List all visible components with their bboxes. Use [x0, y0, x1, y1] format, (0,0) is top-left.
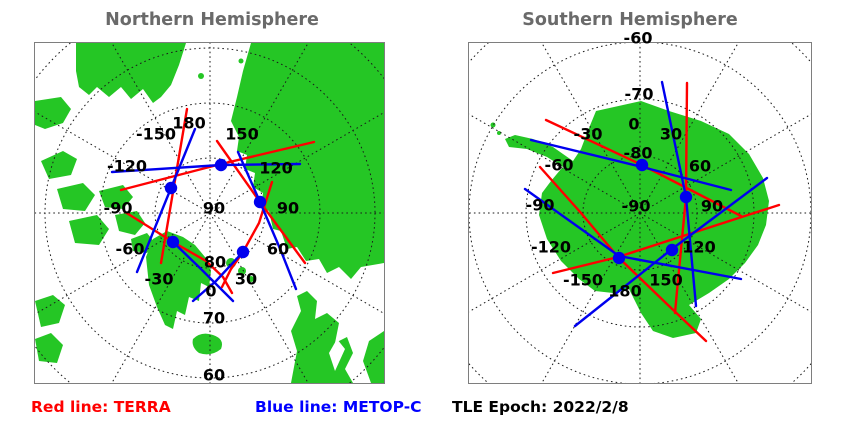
north-grid-labels: 180-150 150 -120 120 -90 90 90 -60 60 -30 30 80 0 70 6… — [104, 114, 300, 385]
svg-text:-90: -90 — [622, 197, 651, 216]
svg-text:30: 30 — [660, 125, 682, 144]
north-metopc-tracks — [110, 127, 302, 303]
svg-text:70: 70 — [203, 309, 225, 328]
south-polar-map: -60 -70 0 30 -30 -80 -60 60 -90 -90 90 -120 120 -150 1… — [468, 29, 812, 384]
svg-text:-120: -120 — [107, 157, 147, 176]
svg-text:90: 90 — [701, 197, 723, 216]
south-svg: -60 -70 0 30 -30 -80 -60 60 -90 -90 90 -120 120 -150 1… — [469, 29, 811, 383]
svg-text:-60: -60 — [116, 240, 145, 259]
svg-text:60: 60 — [267, 240, 289, 259]
svg-text:-80: -80 — [624, 144, 653, 163]
svg-text:30: 30 — [235, 270, 257, 289]
svg-text:0: 0 — [205, 282, 216, 301]
legend-terra: Red line: TERRA — [31, 398, 171, 416]
svg-text:150: 150 — [225, 125, 258, 144]
legend-metopc: Blue line: METOP-C — [255, 398, 422, 416]
north-landmasses — [35, 43, 384, 383]
svg-text:-90: -90 — [104, 199, 133, 218]
south-landmasses — [490, 101, 769, 338]
tle-epoch: TLE Epoch: 2022/2/8 — [452, 398, 629, 416]
north-polar-map: 180 -150 150 -120 120 -90 90 90 -60 60 -30 30 80 0 70 6… — [34, 42, 385, 385]
svg-text:-150: -150 — [563, 271, 603, 290]
svg-text:60: 60 — [689, 157, 711, 176]
north-svg: 180-150 150 -120 120 -90 90 90 -60 60 -30 30 80 0 70 6… — [35, 43, 384, 385]
svg-text:-30: -30 — [145, 270, 174, 289]
south-title: Southern Hemisphere — [522, 10, 738, 30]
svg-text:0: 0 — [628, 115, 639, 134]
svg-text:120: 120 — [259, 159, 292, 178]
svg-text:-60: -60 — [624, 29, 653, 48]
north-title: Northern Hemisphere — [105, 10, 319, 30]
svg-text:90: 90 — [203, 199, 225, 218]
svg-text:180: 180 — [172, 114, 205, 133]
svg-text:-150: -150 — [136, 125, 176, 144]
svg-text:180: 180 — [608, 282, 641, 301]
north-satellite-dots — [164, 158, 267, 259]
svg-text:-90: -90 — [526, 196, 555, 215]
north-graticule — [35, 43, 384, 383]
south-satellite-dots — [612, 158, 693, 265]
svg-text:150: 150 — [649, 271, 682, 290]
svg-text:-60: -60 — [545, 156, 574, 175]
svg-text:-70: -70 — [625, 85, 654, 104]
svg-text:90: 90 — [277, 199, 299, 218]
south-grid-labels: -60 -70 0 30 -30 -80 -60 60 -90 -90 90 -120 120 -150 1… — [526, 29, 724, 301]
svg-text:-120: -120 — [531, 238, 571, 257]
svg-text:80: 80 — [204, 253, 226, 272]
svg-text:60: 60 — [203, 366, 225, 385]
south-graticule — [469, 43, 811, 383]
svg-text:-30: -30 — [574, 125, 603, 144]
svg-text:120: 120 — [682, 238, 715, 257]
